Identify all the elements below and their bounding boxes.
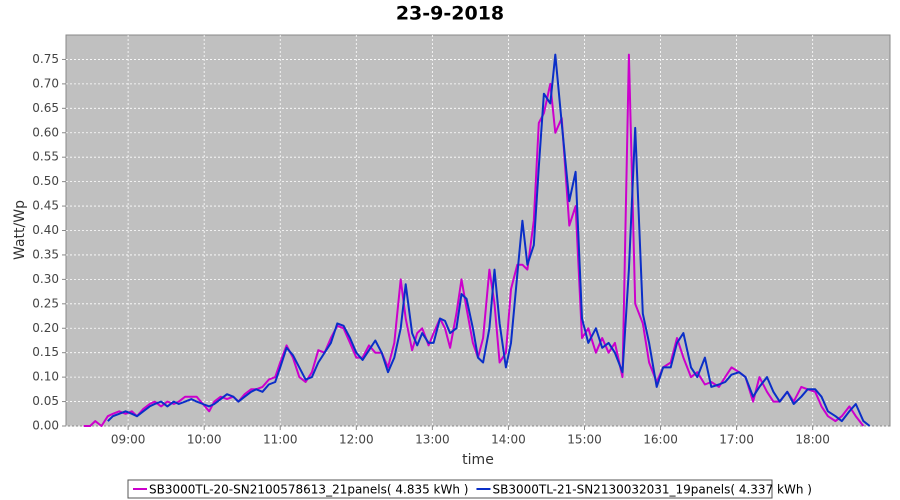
y-axis-label: Watt/Wp: [12, 200, 28, 260]
y-tick-label: 0.10: [32, 370, 59, 384]
y-tick-label: 0.05: [32, 394, 59, 408]
y-tick-label: 0.75: [32, 52, 59, 66]
x-tick-label: 15:00: [567, 433, 602, 447]
x-axis-label: time: [462, 452, 494, 468]
y-tick-label: 0.55: [32, 150, 59, 164]
x-tick-label: 14:00: [491, 433, 526, 447]
legend-label: SB3000TL-21-SN2130032031_19panels( 4.337…: [492, 483, 811, 497]
x-tick-label: 09:00: [111, 433, 146, 447]
chart-title: 23-9-2018: [396, 3, 504, 25]
legend: [127, 479, 773, 499]
y-tick-label: 0.65: [32, 101, 59, 115]
x-tick-label: 12:00: [339, 433, 374, 447]
x-tick-label: 13:00: [415, 433, 450, 447]
x-tick-label: 11:00: [263, 433, 298, 447]
x-tick-label: 18:00: [795, 433, 830, 447]
y-tick-label: 0.70: [32, 76, 59, 90]
y-tick-label: 0.25: [32, 296, 59, 310]
y-tick-label: 0.15: [32, 345, 59, 359]
y-tick-label: 0.30: [32, 272, 59, 286]
legend-label: SB3000TL-20-SN2100578613_21panels( 4.835…: [149, 483, 468, 497]
x-tick-label: 17:00: [719, 433, 754, 447]
y-tick-label: 0.00: [32, 419, 59, 433]
series-line: [83, 53, 865, 427]
y-tick-label: 0.50: [32, 174, 59, 188]
y-tick-label: 0.40: [32, 223, 59, 237]
x-tick-label: 16:00: [643, 433, 678, 447]
y-tick-label: 0.20: [32, 321, 59, 335]
x-tick-label: 10:00: [187, 433, 222, 447]
y-tick-label: 0.60: [32, 125, 59, 139]
series-line: [107, 53, 871, 427]
y-tick-label: 0.35: [32, 247, 59, 261]
y-tick-label: 0.45: [32, 199, 59, 213]
